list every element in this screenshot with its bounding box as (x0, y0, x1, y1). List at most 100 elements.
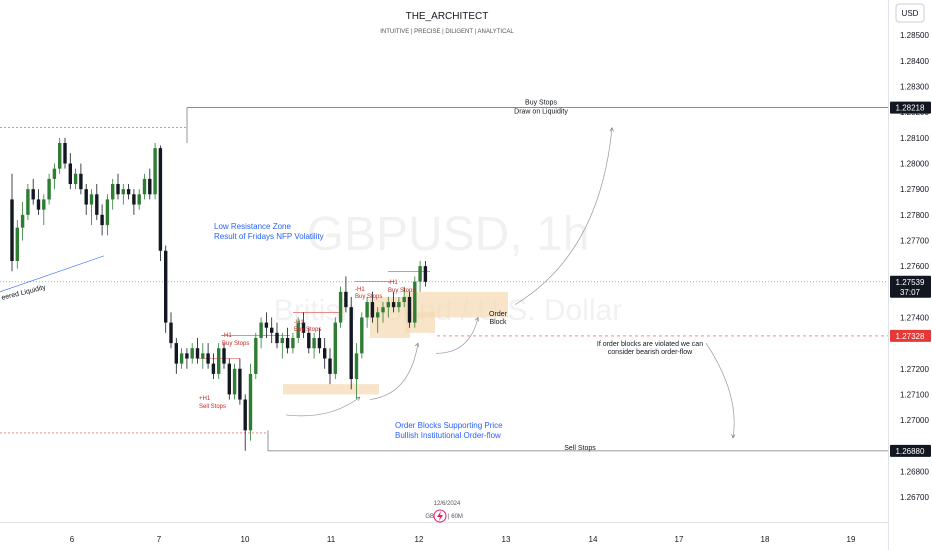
candle-body (174, 343, 178, 364)
time-tick-label: 6 (70, 535, 75, 544)
footer-label-right: | 60M (448, 514, 463, 520)
candle-body (190, 348, 194, 359)
order-blocks-supporting-label: Order Blocks Supporting Price (395, 421, 503, 430)
h1-label: -H1 (388, 280, 398, 286)
candle-body (105, 199, 110, 226)
candle-body (42, 199, 46, 210)
price-tick-label: 1.27100 (900, 390, 929, 399)
order-block-label: Order (489, 311, 508, 318)
currency-button[interactable] (895, 3, 925, 23)
nfp-volatility-label: Result of Fridays NFP Volatility (214, 232, 324, 241)
candle-body (381, 307, 385, 313)
price-tick-label: 1.27000 (900, 416, 929, 425)
candle-body (58, 142, 62, 169)
currency-label: USD (902, 9, 919, 18)
candle-body (296, 322, 300, 338)
candle-body (100, 214, 104, 226)
price-tick-label: 1.27200 (900, 365, 929, 374)
time-axis[interactable]: 6 7 10 11 12 13 14 17 18 19 (70, 535, 856, 544)
bearish-arrow (705, 342, 735, 439)
price-tick-label: 1.28100 (900, 134, 929, 143)
h1-buy-stops-label: Buy Stops (222, 341, 249, 347)
price-tick-label: 1.28300 (900, 83, 929, 92)
candle-body (301, 322, 306, 333)
candle-body (354, 353, 359, 380)
candle-body (232, 368, 237, 395)
candle-body (201, 353, 205, 359)
plot-area[interactable] (0, 0, 888, 522)
price-badge (890, 275, 931, 298)
candle-body (280, 337, 284, 344)
brand-tagline: INTUITIVE | PRECISE | DILIGENT | ANALYTI… (380, 29, 514, 35)
brand-title: THE_ARCHITECT (406, 11, 489, 22)
candle-body (307, 332, 311, 349)
time-tick-label: 17 (675, 535, 684, 544)
candle-body (285, 337, 290, 349)
candle-body (169, 322, 173, 344)
candle-body (185, 353, 189, 359)
engineered-liquidity-line (0, 255, 105, 293)
candle-body (26, 189, 30, 215)
arrow-head (414, 342, 419, 348)
candle-body (391, 302, 396, 308)
candle-body (407, 296, 412, 323)
arrow-head (356, 396, 361, 401)
candle-body (211, 363, 216, 374)
price-tick-label: 1.26700 (900, 493, 929, 502)
low-resistance-label: Low Resistance Zone (214, 222, 291, 231)
candle-body (116, 184, 120, 195)
arrow-head (609, 127, 614, 132)
draw-on-liquidity-label: Draw on Liquidity (514, 109, 568, 116)
candle-body (79, 173, 83, 190)
buy-stops-label: Buy Stops (525, 100, 557, 107)
candle-body (338, 291, 343, 323)
price-axis[interactable]: 1.285001.284001.283001.282001.281001.280… (890, 31, 931, 502)
candle-body (95, 194, 99, 215)
candle-body (84, 189, 88, 205)
arrow-head (474, 317, 479, 322)
candle-body (206, 353, 210, 364)
level-lines (0, 107, 888, 452)
h1-buy-stops-label: Buy Stops (355, 294, 382, 300)
price-tick-label: 1.28500 (900, 31, 929, 40)
candle-body (31, 189, 35, 200)
candle-body (275, 332, 279, 344)
footer-date: 12/6/2024 (434, 501, 461, 507)
candle-body (20, 214, 25, 228)
order-block-zone (405, 312, 435, 333)
violation-label: If order blocks are violated we can (597, 341, 703, 348)
candle-body (73, 173, 78, 185)
candle-body (248, 373, 253, 431)
candle-body (195, 348, 200, 359)
candle-body (312, 337, 316, 349)
support-arrow-2 (369, 343, 419, 400)
candle-body (63, 142, 67, 164)
candle-body (259, 322, 263, 338)
price-badge (890, 101, 931, 114)
bearish-flow-label: consider bearish order-flow (608, 349, 693, 356)
time-tick-label: 11 (327, 535, 336, 544)
candle-body (222, 348, 226, 364)
candle-body (376, 312, 380, 318)
support-arrow-3 (435, 317, 479, 354)
bar-countdown-label: 37:07 (900, 288, 921, 297)
candle-body (291, 337, 295, 349)
arrow-head (731, 434, 736, 439)
price-tick-label: 1.27400 (900, 313, 929, 322)
candle-body (137, 194, 141, 205)
candle-body (164, 250, 168, 323)
candle-body (365, 302, 369, 318)
time-tick-label: 18 (761, 535, 770, 544)
candle-body (270, 327, 274, 333)
candle-body (126, 189, 131, 195)
candle-body (402, 296, 406, 303)
candle-body (36, 199, 41, 210)
draw-on-liquidity-arrow (514, 127, 613, 305)
time-tick-label: 12 (415, 535, 424, 544)
candle-body (89, 194, 94, 205)
price-badge (890, 329, 931, 342)
candle-body (111, 184, 115, 200)
candle-body (323, 348, 327, 359)
time-tick-label: 13 (502, 535, 511, 544)
price-tick-label: 1.27800 (900, 211, 929, 220)
